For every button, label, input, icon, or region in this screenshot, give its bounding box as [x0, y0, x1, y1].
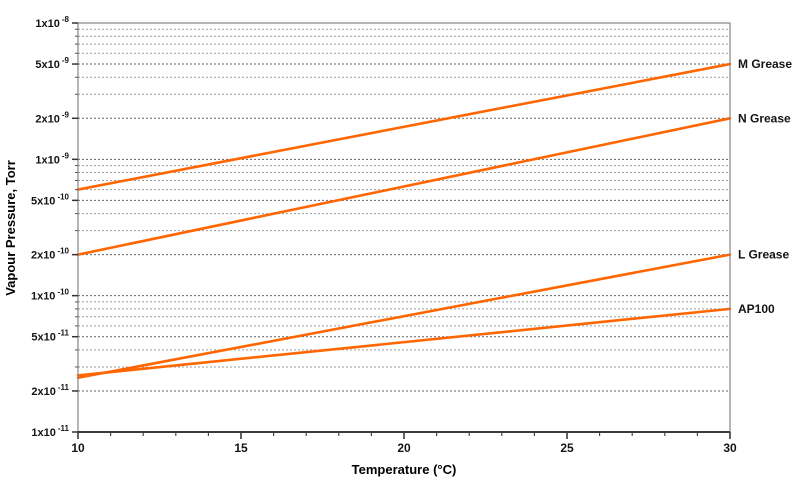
- y-axis-tick-labels: 1x10 -8 5x10 -9 2x10 -9 1x10 -9 5x10 -10 2x10 -10 1x…: [31, 15, 70, 439]
- gridlines-minor: [78, 28, 730, 368]
- series-line-m-grease: [76, 62, 732, 191]
- series-lines: [76, 62, 732, 380]
- y-tick-label: 1x10 -11: [31, 424, 69, 439]
- series-line-ap100: [76, 307, 732, 377]
- y-tick-label: 1x10 -9: [35, 151, 69, 166]
- series-label-ap100: AP100: [738, 302, 775, 316]
- y-tick-label: 5x10 -9: [35, 56, 69, 71]
- x-tick-label: 15: [234, 441, 248, 455]
- plot-frame: [77, 22, 731, 433]
- x-tick-label: 30: [723, 441, 737, 455]
- x-axis-title: Temperature (°C): [352, 462, 457, 477]
- y-tick-label: 2x10 -11: [31, 383, 69, 398]
- y-tick-label: 2x10 -10: [31, 247, 70, 262]
- series-label-n-grease: N Grease: [738, 111, 791, 125]
- x-tick-label: 10: [71, 441, 85, 455]
- y-axis-title: Vapour Pressure, Torr: [3, 160, 18, 296]
- y-tick-label: 1x10 -8: [35, 15, 69, 30]
- x-tick-label: 20: [397, 441, 411, 455]
- y-tick-label: 1x10 -10: [31, 288, 70, 303]
- series-label-m-grease: M Grease: [738, 57, 792, 71]
- series-label-l-grease: L Grease: [738, 248, 789, 262]
- x-tick-label: 25: [560, 441, 574, 455]
- series-line-l-grease: [76, 253, 732, 380]
- y-tick-label: 5x10 -11: [31, 329, 69, 344]
- x-axis-tick-labels: 10 15 20 25 30: [71, 441, 737, 455]
- plot-border: [77, 22, 731, 433]
- series-line-n-grease: [76, 116, 732, 256]
- y-tick-label: 2x10 -9: [35, 110, 69, 125]
- series-labels: M Grease N Grease L Grease AP100: [738, 57, 792, 316]
- gridlines-major: [78, 63, 730, 392]
- y-tick-label: 5x10 -10: [31, 192, 70, 207]
- axis-ticks: [72, 22, 731, 439]
